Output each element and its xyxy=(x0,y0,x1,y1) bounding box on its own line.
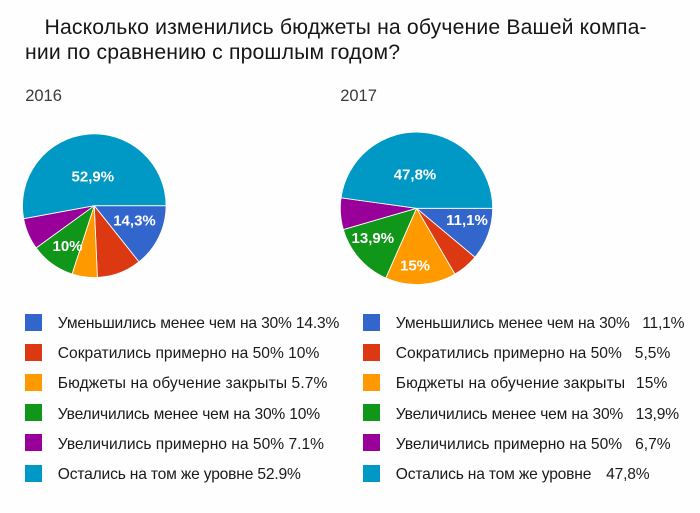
svg-text:11,1%: 11,1% xyxy=(446,212,488,229)
svg-text:10%: 10% xyxy=(52,238,82,255)
svg-text:13,9%: 13,9% xyxy=(352,230,395,247)
svg-text:47,8%: 47,8% xyxy=(394,166,437,183)
svg-text:15%: 15% xyxy=(400,258,430,275)
svg-text:14,3%: 14,3% xyxy=(113,212,156,229)
svg-text:52,9%: 52,9% xyxy=(72,168,115,185)
